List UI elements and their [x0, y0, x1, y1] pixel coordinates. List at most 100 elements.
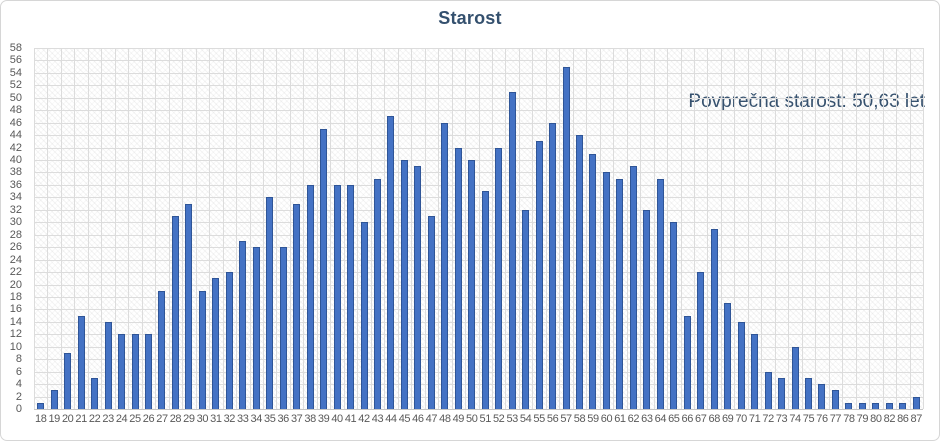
x-tick-label: 31: [210, 413, 222, 425]
vertical-gridline: [343, 48, 345, 409]
x-tick-label: 42: [358, 413, 370, 425]
x-tick-label: 26: [142, 413, 155, 425]
x-tick-label: 25: [129, 413, 141, 425]
x-tick-label: 60: [600, 413, 613, 425]
x-tick-label: 69: [721, 413, 734, 425]
x-tick-label: 22: [88, 413, 101, 425]
bar-age-19: [50, 390, 58, 409]
x-tick-label: 58: [573, 413, 586, 425]
vertical-gridline: [599, 48, 601, 409]
bar-age-45: [400, 160, 408, 409]
vertical-gridline: [155, 48, 157, 409]
y-tick-label: 22: [9, 266, 22, 279]
x-tick-label: 67: [695, 413, 707, 425]
bar-age-20: [64, 352, 72, 409]
bar-age-18: [37, 402, 45, 409]
x-tick-label: 80: [870, 413, 882, 425]
vertical-gridline: [357, 48, 359, 409]
x-tick-label: 72: [762, 413, 774, 425]
y-tick-label: 48: [9, 104, 22, 117]
x-tick-label: 34: [250, 413, 263, 425]
average-age-annotation: Povprečna starost: 50,63 let: [688, 91, 925, 113]
vertical-gridline: [491, 48, 493, 409]
bar-age-54: [522, 209, 530, 409]
y-tick-label: 20: [9, 278, 22, 291]
bar-age-58: [576, 135, 584, 409]
bar-age-56: [549, 122, 557, 409]
y-tick-label: 36: [9, 178, 22, 191]
x-tick-label: 51: [479, 413, 492, 425]
x-tick-label: 27: [156, 413, 168, 425]
vertical-gridline: [411, 48, 413, 409]
bar-age-33: [239, 240, 247, 409]
bar-age-55: [535, 141, 543, 409]
bar-age-68: [710, 228, 718, 409]
x-tick-label: 40: [331, 413, 343, 425]
bar-age-53: [508, 91, 516, 409]
x-tick-label: 49: [452, 413, 465, 425]
vertical-gridline: [262, 48, 264, 409]
bar-age-59: [589, 153, 597, 409]
x-tick-label: 24: [115, 413, 128, 425]
y-tick-label: 50: [9, 91, 22, 104]
x-tick-label: 50: [466, 413, 478, 425]
bar-age-61: [616, 178, 624, 409]
bar-age-35: [266, 197, 274, 409]
vertical-gridline: [384, 48, 386, 409]
x-tick-label: 21: [75, 413, 87, 425]
bar-age-65: [670, 222, 678, 409]
bar-age-26: [144, 334, 152, 409]
vertical-gridline: [694, 48, 696, 409]
vertical-gridline: [545, 48, 547, 409]
vertical-gridline: [532, 48, 534, 409]
vertical-gridline: [222, 48, 224, 409]
bar-age-48: [441, 122, 449, 409]
x-tick-label: 52: [492, 413, 505, 425]
bar-age-36: [279, 247, 287, 409]
x-tick-label: 18: [35, 413, 47, 425]
y-tick-label: 42: [9, 141, 22, 154]
bar-age-87: [912, 396, 920, 409]
bar-age-78: [845, 402, 853, 409]
vertical-gridline: [370, 48, 372, 409]
x-tick-label: 59: [587, 413, 599, 425]
x-tick-label: 70: [735, 413, 747, 425]
vertical-gridline: [747, 48, 749, 409]
x-tick-label: 63: [641, 413, 653, 425]
y-tick-label: 10: [9, 340, 22, 353]
bar-age-67: [697, 272, 705, 409]
bar-age-70: [737, 321, 745, 409]
bar-age-86: [899, 402, 907, 409]
vertical-gridline: [478, 48, 480, 409]
vertical-gridline: [74, 48, 76, 409]
bar-age-28: [171, 216, 179, 409]
vertical-gridline: [559, 48, 561, 409]
bar-age-77: [831, 390, 839, 409]
x-tick-label: 41: [344, 413, 357, 425]
y-tick-label: 30: [9, 216, 22, 229]
x-tick-label: 68: [708, 413, 721, 425]
x-tick-label: 28: [169, 413, 182, 425]
vertical-gridline: [613, 48, 615, 409]
vertical-gridline: [168, 48, 170, 409]
vertical-gridline: [34, 48, 35, 409]
y-tick-label: 24: [9, 253, 22, 266]
bar-age-62: [629, 166, 637, 409]
y-tick-label: 12: [9, 328, 22, 341]
bar-age-73: [778, 377, 786, 409]
bar-age-43: [373, 178, 381, 409]
x-tick-label: 36: [277, 413, 289, 425]
vertical-gridline: [586, 48, 588, 409]
vertical-gridline: [518, 48, 520, 409]
vertical-gridline: [896, 48, 898, 409]
bar-age-44: [387, 116, 395, 409]
vertical-gridline: [761, 48, 763, 409]
x-tick-label: 64: [654, 413, 667, 425]
vertical-gridline: [707, 48, 709, 409]
vertical-gridline: [303, 48, 305, 409]
vertical-gridline: [114, 48, 116, 409]
vertical-gridline: [451, 48, 453, 409]
vertical-gridline: [869, 48, 871, 409]
y-tick-label: 34: [9, 191, 22, 204]
bar-age-42: [360, 222, 368, 409]
